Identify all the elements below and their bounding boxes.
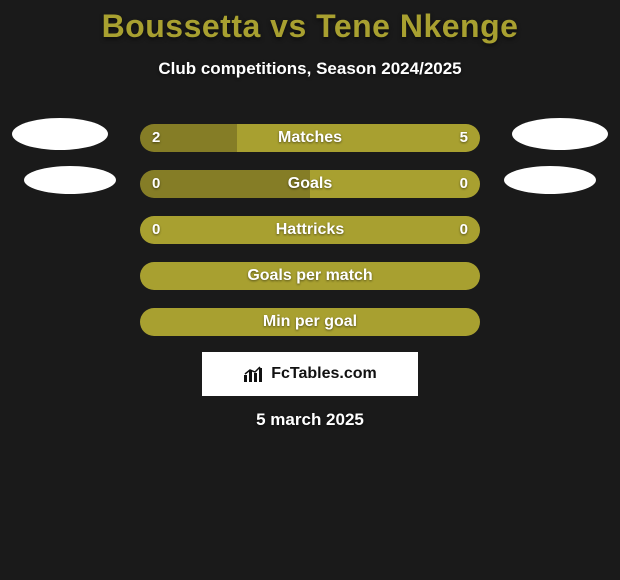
chart-icon bbox=[243, 365, 265, 383]
attribution: FcTables.com bbox=[202, 352, 418, 396]
stat-value-left: 0 bbox=[152, 216, 160, 244]
page-subtitle: Club competitions, Season 2024/2025 bbox=[0, 59, 620, 79]
stat-row: 0 Hattricks 0 bbox=[0, 216, 620, 244]
stat-rows: 2 Matches 5 0 Goals 0 0 Hattricks 0 Goal… bbox=[0, 124, 620, 354]
stat-label: Goals per match bbox=[140, 262, 480, 290]
stat-value-left: 0 bbox=[152, 170, 160, 198]
stat-row: 0 Goals 0 bbox=[0, 170, 620, 198]
stat-label: Matches bbox=[140, 124, 480, 152]
stat-label: Min per goal bbox=[140, 308, 480, 336]
stat-value-left: 2 bbox=[152, 124, 160, 152]
stat-label: Hattricks bbox=[140, 216, 480, 244]
stat-label: Goals bbox=[140, 170, 480, 198]
stat-row: Min per goal bbox=[0, 308, 620, 336]
stat-value-right: 0 bbox=[460, 216, 468, 244]
attribution-text: FcTables.com bbox=[271, 365, 377, 383]
page-title: Boussetta vs Tene Nkenge bbox=[0, 0, 620, 45]
stat-row: 2 Matches 5 bbox=[0, 124, 620, 152]
stat-value-right: 0 bbox=[460, 170, 468, 198]
date-label: 5 march 2025 bbox=[0, 410, 620, 430]
stat-row: Goals per match bbox=[0, 262, 620, 290]
stat-value-right: 5 bbox=[460, 124, 468, 152]
